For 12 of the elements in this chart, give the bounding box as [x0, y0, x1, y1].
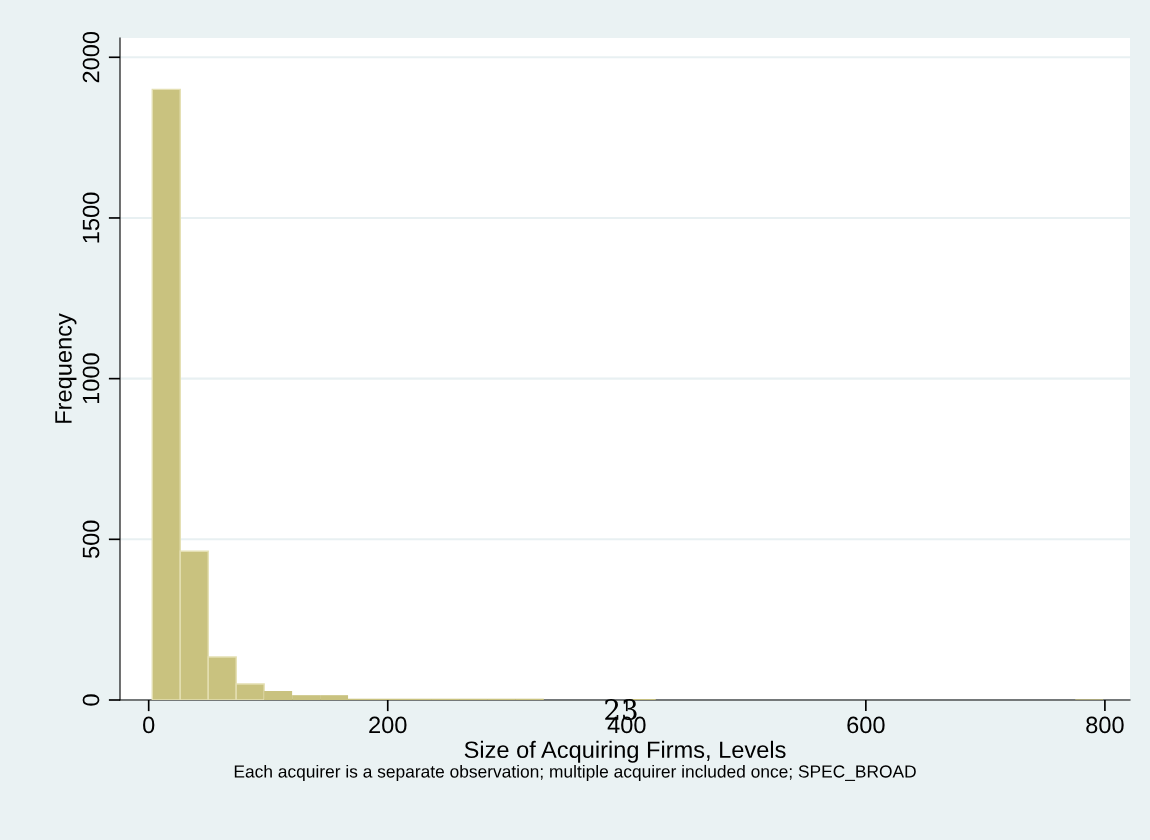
x-axis-title: Size of Acquiring Firms, Levels	[464, 740, 786, 763]
y-tick-label: 2000	[82, 31, 100, 83]
x-tick-label: 800	[1086, 716, 1124, 734]
y-tick-label: 500	[82, 520, 100, 559]
y-tick-label: 0	[82, 694, 100, 706]
y-tick-label: 1500	[82, 192, 100, 243]
text: Each acquirer is a separate observation; multiple acquirer included once; SPEC_BROAD	[234, 764, 916, 782]
x-tick-label: 200	[369, 716, 407, 734]
y-axis-title: Frequency	[55, 313, 77, 423]
y-tick-label: 1000	[82, 353, 100, 404]
x-tick-label: 0	[143, 716, 155, 734]
x-tick-label: 600	[847, 716, 885, 734]
